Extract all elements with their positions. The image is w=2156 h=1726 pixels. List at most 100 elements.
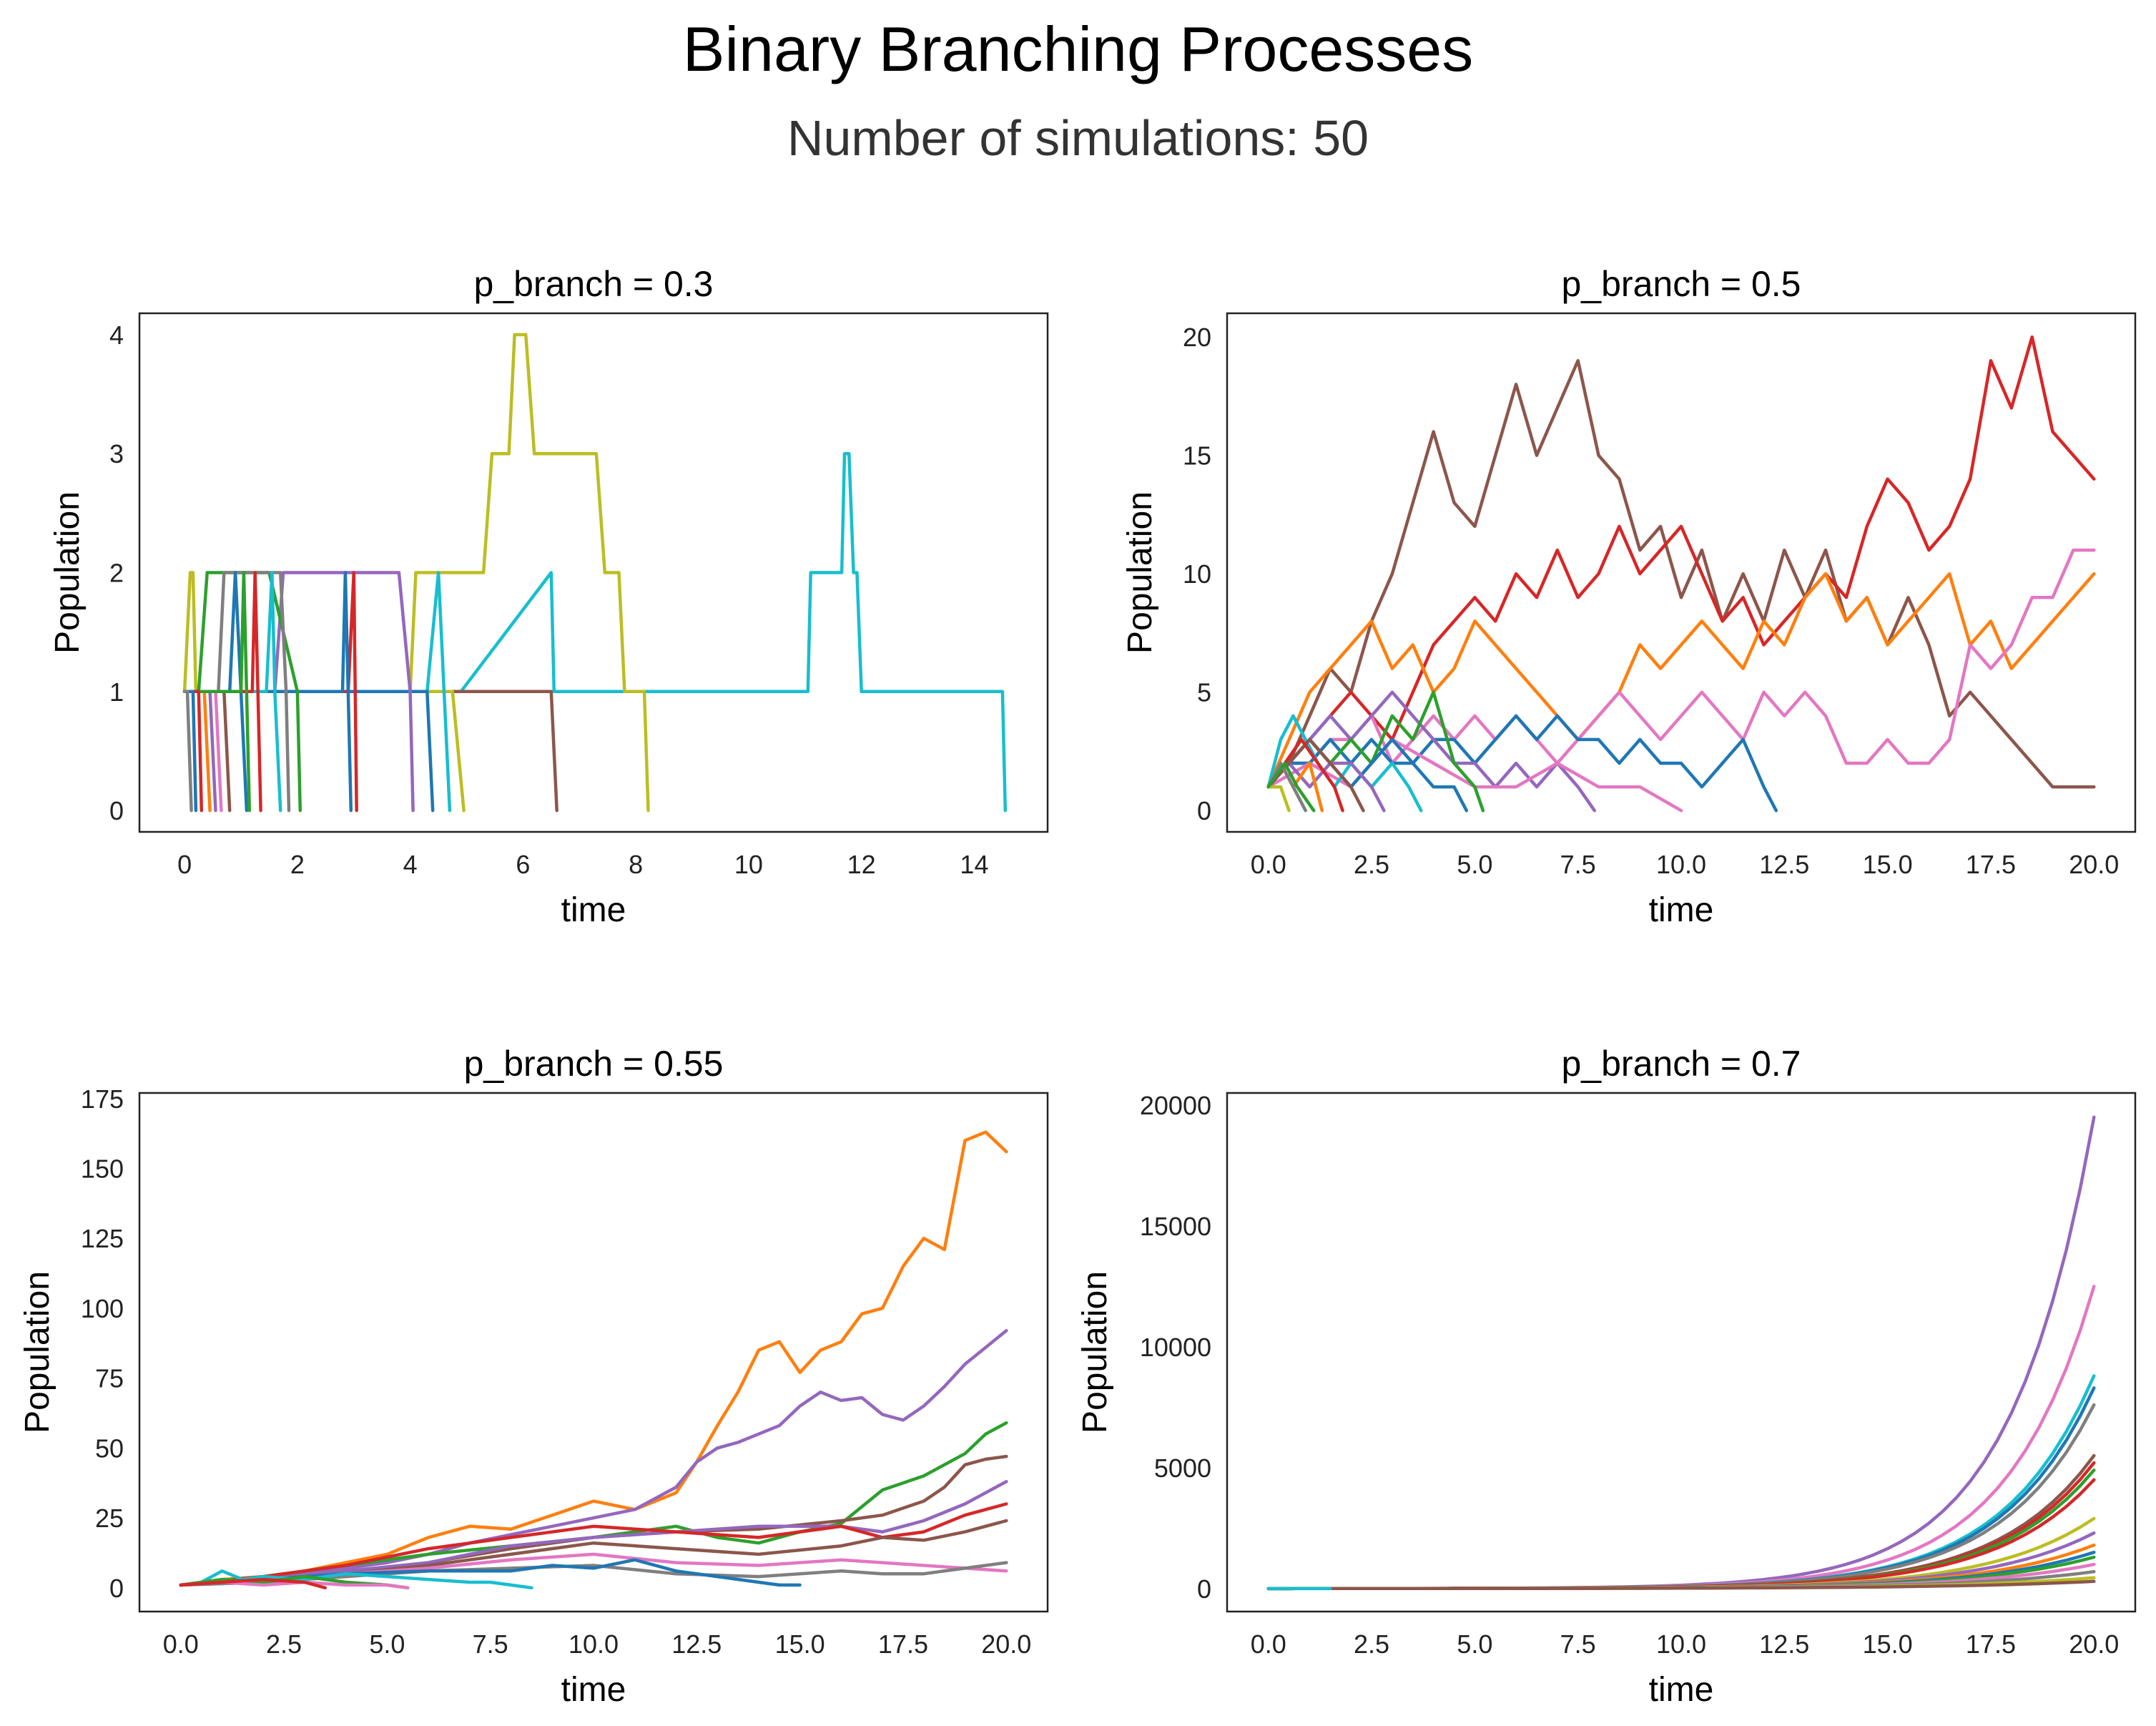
x-tick-label: 6 — [516, 850, 530, 879]
x-tick-label: 4 — [403, 850, 418, 879]
x-tick-label: 14 — [960, 850, 988, 879]
series-line — [182, 451, 1008, 813]
series-line — [179, 1502, 1008, 1587]
x-axis-label: time — [1649, 1671, 1714, 1709]
x-tick-label: 0.0 — [1251, 850, 1286, 879]
x-tick-label: 17.5 — [1966, 850, 2016, 879]
y-tick-label: 0 — [1197, 796, 1211, 825]
series-group — [1266, 335, 2096, 813]
x-tick-label: 12 — [847, 850, 876, 879]
x-axis-label: time — [561, 1671, 626, 1709]
plot-frame — [138, 312, 1049, 833]
subplot-3: 0.0 2.5 5.0 7.5 10.0 12.5 15.0 17.5 20.0 0 25 50 75 1… — [19, 1044, 1049, 1709]
series-group — [182, 333, 1008, 813]
x-tick-label: 5.0 — [1457, 850, 1492, 879]
x-tick-label: 2 — [290, 850, 305, 879]
plot-frame — [1226, 312, 2137, 833]
x-tick-label: 12.5 — [671, 1629, 722, 1659]
x-tick-label: 10.0 — [1656, 1629, 1706, 1659]
series-line — [1266, 785, 1291, 813]
y-tick-label: 2 — [109, 559, 124, 588]
x-tick-label: 10.0 — [568, 1629, 619, 1659]
x-tick-label: 2.5 — [1354, 850, 1389, 879]
y-tick-label: 4 — [109, 320, 124, 350]
series-line — [1266, 1579, 2096, 1591]
y-tick-label: 10000 — [1140, 1333, 1211, 1362]
x-tick-label: 7.5 — [1560, 850, 1596, 879]
subplot-title: p_branch = 0.3 — [474, 264, 714, 304]
y-axis-label: Population — [1121, 491, 1159, 654]
plot-frame — [138, 1092, 1049, 1613]
x-tick-label: 0.0 — [163, 1629, 199, 1659]
x-tick-label: 10 — [734, 850, 763, 879]
series-line — [179, 1328, 1008, 1587]
plot-frame — [1226, 1092, 2137, 1613]
y-tick-label: 20000 — [1140, 1091, 1211, 1120]
x-tick-label: 20.0 — [981, 1629, 1031, 1659]
x-tick-label: 10.0 — [1656, 850, 1706, 879]
x-tick-label: 7.5 — [1560, 1629, 1596, 1659]
series-line — [1266, 761, 1307, 813]
series-line — [1266, 572, 2096, 789]
y-tick-label: 100 — [81, 1294, 124, 1323]
figure-subtitle: Number of simulations: 50 — [787, 110, 1369, 166]
subplot-title: p_branch = 0.7 — [1562, 1044, 1801, 1084]
series-line — [1266, 690, 1597, 813]
y-tick-label: 125 — [81, 1224, 124, 1253]
y-tick-label: 5 — [1197, 678, 1211, 707]
series-line — [1266, 1285, 2096, 1591]
x-tick-label: 15.0 — [775, 1629, 825, 1659]
series-line — [179, 1577, 328, 1590]
y-tick-label: 15 — [1183, 441, 1211, 471]
y-tick-label: 0 — [109, 796, 124, 825]
x-tick-label: 20.0 — [2069, 1629, 2119, 1659]
series-line — [179, 1561, 1008, 1587]
y-tick-label: 0 — [1197, 1574, 1211, 1604]
x-tick-label: 0.0 — [1251, 1629, 1286, 1659]
series-line — [1266, 358, 2096, 789]
x-tick-label: 2.5 — [1354, 1629, 1389, 1659]
y-tick-label: 20 — [1183, 323, 1211, 352]
x-tick-label: 12.5 — [1759, 850, 1809, 879]
x-tick-label: 20.0 — [2069, 850, 2119, 879]
x-tick-label: 2.5 — [266, 1629, 302, 1659]
y-tick-label: 0 — [109, 1574, 124, 1603]
y-tick-label: 15000 — [1140, 1212, 1211, 1241]
series-line — [182, 571, 252, 813]
x-tick-label: 5.0 — [369, 1629, 405, 1659]
series-line — [1266, 1115, 2096, 1591]
x-tick-label: 7.5 — [473, 1629, 508, 1659]
x-axis-label: time — [1649, 891, 1714, 929]
y-tick-label: 25 — [95, 1504, 124, 1533]
x-tick-label: 0 — [177, 850, 192, 879]
y-axis-label: Population — [1076, 1271, 1114, 1433]
x-tick-label: 12.5 — [1759, 1629, 1809, 1659]
x-tick-label: 17.5 — [878, 1629, 928, 1659]
y-tick-label: 10 — [1183, 559, 1211, 589]
series-line — [182, 333, 650, 813]
y-axis-label: Population — [19, 1271, 56, 1433]
series-line — [1266, 737, 1365, 813]
x-tick-label: 15.0 — [1863, 1629, 1913, 1659]
series-line — [1266, 761, 1316, 813]
figure-title: Binary Branching Processes — [682, 14, 1474, 84]
series-line — [1266, 737, 1683, 813]
y-tick-label: 75 — [95, 1364, 124, 1393]
series-line — [179, 1421, 1008, 1587]
series-line — [182, 690, 193, 813]
subplot-4: 0.0 2.5 5.0 7.5 10.0 12.5 15.0 17.5 20.0 0 5000 100… — [1076, 1044, 2137, 1709]
series-line — [179, 1569, 533, 1590]
subplot-title: p_branch = 0.55 — [464, 1044, 724, 1084]
x-axis-label: time — [561, 891, 626, 929]
series-group — [179, 1130, 1008, 1590]
y-tick-label: 50 — [95, 1433, 124, 1463]
y-tick-label: 150 — [81, 1154, 124, 1184]
series-group — [1266, 1115, 2096, 1591]
y-tick-label: 3 — [109, 439, 124, 469]
x-tick-label: 5.0 — [1457, 1629, 1492, 1659]
series-line — [179, 1130, 1008, 1587]
series-line — [1266, 714, 1778, 813]
x-tick-label: 15.0 — [1863, 850, 1913, 879]
